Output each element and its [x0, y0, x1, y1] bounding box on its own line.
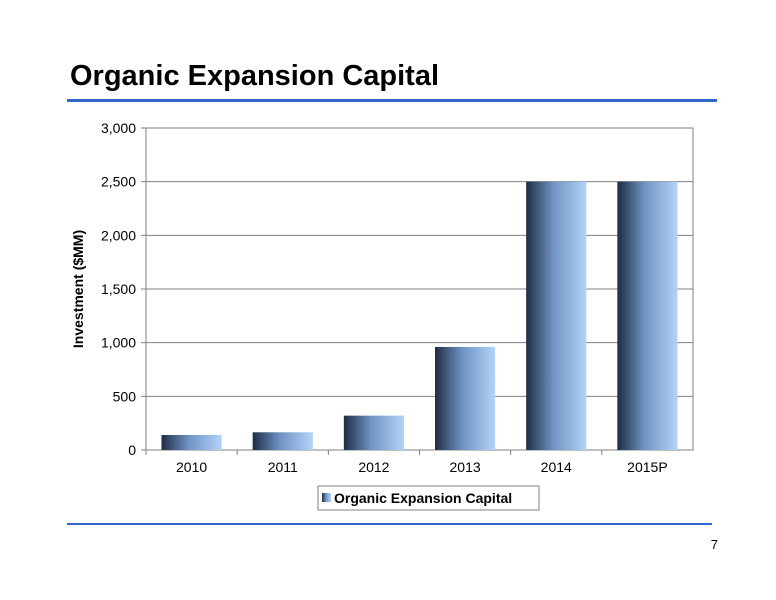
- title-underline: [67, 99, 717, 102]
- x-tick-label: 2010: [176, 459, 207, 475]
- bar-2010: [161, 434, 222, 450]
- x-tick-label: 2012: [358, 459, 389, 475]
- slide-title: Organic Expansion Capital: [70, 60, 440, 92]
- x-tick-label: 2011: [268, 459, 298, 475]
- gridlines: [146, 127, 693, 451]
- legend: Organic Expansion Capital: [317, 485, 540, 511]
- legend-box: [317, 485, 540, 511]
- page-number: 7: [710, 537, 718, 552]
- y-tick-label: 0: [128, 442, 136, 458]
- y-axis-ticks: 0 500 1,000 1,500 2,000 2,500 3,000: [101, 120, 146, 458]
- bar-2012: [343, 415, 405, 450]
- bar-2015P: [617, 181, 678, 450]
- bars: [161, 181, 678, 450]
- bar-2013: [434, 346, 496, 450]
- y-tick-label: 2,500: [101, 174, 136, 190]
- x-tick-label: 2014: [541, 459, 572, 475]
- y-tick-label: 1,500: [101, 281, 136, 297]
- y-tick-label: 3,000: [101, 120, 136, 136]
- bar-2014: [526, 181, 587, 450]
- y-tick-label: 1,000: [101, 335, 136, 351]
- legend-swatch: [322, 493, 331, 502]
- y-tick-label: 500: [113, 388, 137, 404]
- y-axis-title: Investment ($MM): [70, 230, 86, 348]
- footer-rule: [67, 523, 712, 525]
- x-axis-ticks: 2010 2011 2012 2013 2014 2015P: [145, 450, 668, 475]
- x-tick-label: 2015P: [627, 459, 667, 475]
- legend-label: Organic Expansion Capital: [334, 490, 512, 506]
- y-tick-label: 2,000: [101, 227, 136, 243]
- x-tick-label: 2013: [450, 459, 481, 475]
- bar-2011: [252, 432, 313, 450]
